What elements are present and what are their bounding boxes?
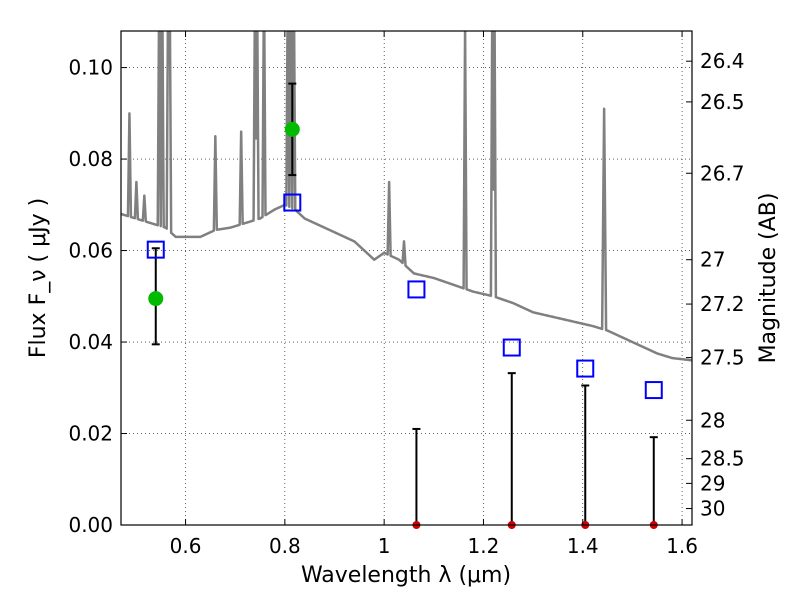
y-tick-label: 0.08 [68, 147, 113, 171]
y-tick-label: 0.10 [68, 56, 113, 80]
magnitude-tick-label: 28.5 [700, 447, 745, 471]
magnitude-tick-label: 26.5 [700, 90, 745, 114]
magnitude-axis-label: Magnitude (AB) [756, 193, 781, 364]
magnitude-tick-label: 26.4 [700, 49, 745, 73]
magnitude-tick-label: 27.2 [700, 292, 745, 316]
model-photometry-square [283, 193, 302, 212]
model-photometry-square [644, 381, 663, 400]
magnitude-tick-label: 26.7 [700, 161, 745, 185]
detection-marker [284, 121, 300, 137]
magnitude-tick-label: 27.5 [700, 346, 745, 370]
magnitude-tick-label: 30 [700, 497, 725, 521]
magnitude-tick-label: 27 [700, 248, 725, 272]
x-tick-label: 1.6 [666, 534, 698, 558]
model-photometry-square [146, 240, 165, 259]
y-tick-label: 0.00 [68, 513, 113, 537]
x-tick-label: 1.4 [567, 534, 599, 558]
y-tick-label: 0.02 [68, 422, 113, 446]
y-axis-label: Flux F_ν ( μJy ) [26, 198, 51, 358]
x-tick-label: 0.8 [269, 534, 301, 558]
data-points [146, 82, 663, 529]
magnitude-tick-label: 28 [700, 408, 725, 432]
x-tick-label: 1.2 [468, 534, 500, 558]
model-photometry-square [407, 280, 426, 299]
axis-ticks: 0.6 0.8 1 1.2 1.4 1.6 0.00 0.02 0.04 0.06 0.08 0.10… [68, 31, 745, 558]
y-tick-label: 0.06 [68, 239, 113, 263]
y-tick-label: 0.04 [68, 330, 113, 354]
detection-marker [148, 291, 164, 307]
spectrum-series [121, 31, 692, 362]
x-axis-label: Wavelength λ (μm) [301, 563, 511, 588]
spectrum-line [121, 31, 692, 362]
magnitude-tick-label: 29 [700, 471, 725, 495]
x-tick-label: 1 [378, 534, 391, 558]
model-photometry-square [502, 338, 521, 357]
model-photometry-square [576, 359, 595, 378]
x-tick-label: 0.6 [170, 534, 202, 558]
plot-frame [120, 30, 693, 526]
